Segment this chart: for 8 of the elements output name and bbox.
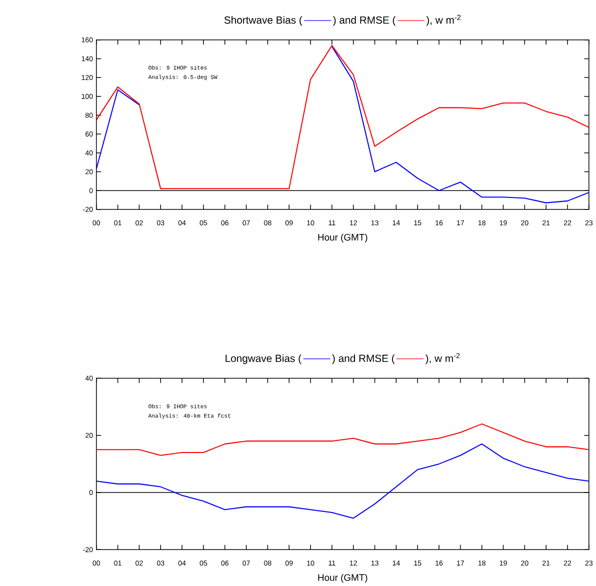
legend-label: ) and RMSE (	[332, 354, 395, 364]
x-axis-title: Hour (GMT)	[318, 574, 368, 583]
legend-label: ) and RMSE (	[332, 16, 396, 26]
legend-label: Longwave Bias (	[226, 354, 302, 364]
chart-title: ), w m$^{-2}$	[426, 14, 461, 26]
x-axis-title: Hour (GMT)	[318, 234, 368, 243]
legend-label: Shortwave Bias (	[224, 16, 302, 26]
chart-title: ), w m$^{-2}$	[425, 353, 460, 364]
